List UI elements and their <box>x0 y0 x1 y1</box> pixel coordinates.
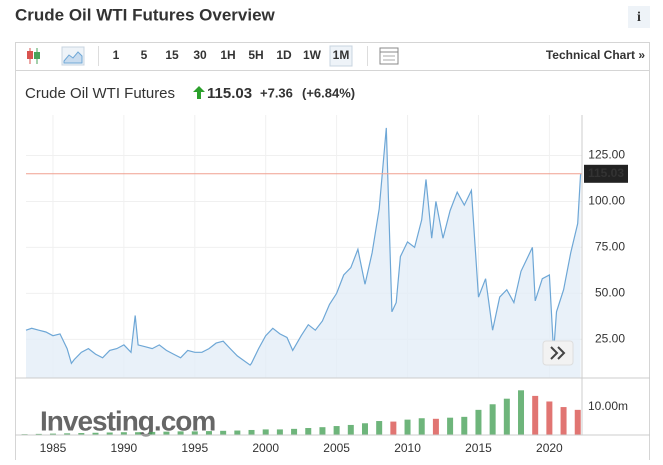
area-icon[interactable] <box>61 46 85 66</box>
volume-tick-label: 10.00m <box>588 399 628 413</box>
volume-bar <box>432 418 439 435</box>
volume-bar <box>220 430 227 435</box>
volume-bar <box>191 431 198 435</box>
y-tick-label: 25.00 <box>595 332 625 346</box>
volume-bar <box>404 419 411 435</box>
volume-bar <box>418 418 425 435</box>
volume-bar <box>64 433 71 435</box>
volume-bar <box>447 417 454 435</box>
volume-bar <box>475 409 482 435</box>
technical-chart-link[interactable]: Technical Chart » <box>546 48 645 62</box>
interval-button[interactable]: 1 <box>113 48 120 62</box>
volume-bar <box>532 395 539 435</box>
interval-button[interactable]: 1D <box>276 48 292 62</box>
price-line <box>25 127 582 366</box>
volume-bar <box>503 398 510 435</box>
x-tick-label: 1995 <box>181 441 208 455</box>
volume-bar <box>574 409 581 435</box>
y-tick-label: 75.00 <box>595 240 625 254</box>
info-button[interactable] <box>628 6 650 28</box>
interval-button[interactable]: 30 <box>193 48 207 62</box>
panel-border <box>15 42 650 463</box>
volume-bar <box>347 424 354 435</box>
volume-bar <box>546 401 553 435</box>
instrument-name: Crude Oil WTI Futures <box>25 85 175 102</box>
volume-bar <box>262 429 269 435</box>
candle-icon[interactable] <box>27 48 40 64</box>
selected-interval-box <box>329 45 353 67</box>
volume-bar <box>333 426 340 435</box>
volume-bar <box>106 432 113 435</box>
price: 115.03 <box>207 85 252 102</box>
page-title: Crude Oil WTI Futures Overview <box>15 5 276 24</box>
volume-bar <box>135 432 142 435</box>
volume-bar <box>319 427 326 435</box>
interval-button[interactable]: 15 <box>165 48 179 62</box>
price-area <box>26 127 581 379</box>
y-tick-label: 100.00 <box>588 194 625 208</box>
interval-button[interactable]: 1H <box>220 48 235 62</box>
change: +7.36 <box>260 85 293 100</box>
up-arrow <box>193 86 205 99</box>
volume-bar <box>163 431 170 435</box>
volume-bar <box>49 433 56 435</box>
scroll-icon[interactable] <box>550 346 566 360</box>
volume-bar <box>35 433 42 435</box>
interval-button[interactable]: 5H <box>248 48 263 62</box>
volume-bar <box>248 429 255 435</box>
volume-bar <box>92 432 99 435</box>
volume-bar <box>291 428 298 435</box>
volume-bar <box>120 432 127 435</box>
change-percent: (+6.84%) <box>302 85 355 100</box>
x-tick-label: 2005 <box>323 441 350 455</box>
x-tick-label: 2020 <box>536 441 563 455</box>
x-tick-label: 1985 <box>40 441 67 455</box>
x-tick-label: 2015 <box>465 441 492 455</box>
volume-bar <box>461 416 468 435</box>
info-icon[interactable]: i <box>637 10 641 25</box>
volume-bar <box>177 431 184 435</box>
volume-bar <box>560 407 567 435</box>
volume-bar <box>518 390 525 435</box>
volume-bar <box>305 428 312 435</box>
volume-bar <box>78 433 85 435</box>
volume-bar <box>205 431 212 435</box>
volume-bar <box>361 423 368 435</box>
table-icon[interactable] <box>379 47 399 65</box>
y-tick-label: 50.00 <box>595 286 625 300</box>
interval-button[interactable]: 1M <box>333 48 350 62</box>
last-price-label: 115.03 <box>588 166 624 180</box>
watermark: Investing.com <box>40 405 215 436</box>
volume-bar <box>276 429 283 435</box>
interval-button[interactable]: 1W <box>303 48 322 62</box>
last-price-box <box>584 164 628 183</box>
x-tick-label: 1990 <box>111 441 138 455</box>
interval-button[interactable]: 5 <box>141 48 148 62</box>
x-tick-label: 2000 <box>252 441 279 455</box>
volume-bar <box>390 421 397 435</box>
volume-bar <box>376 421 383 435</box>
volume-bar <box>489 404 496 435</box>
y-tick-label: 125.00 <box>588 148 625 162</box>
volume-bar <box>234 430 241 435</box>
volume-bar <box>149 431 156 435</box>
x-tick-label: 2010 <box>394 441 421 455</box>
